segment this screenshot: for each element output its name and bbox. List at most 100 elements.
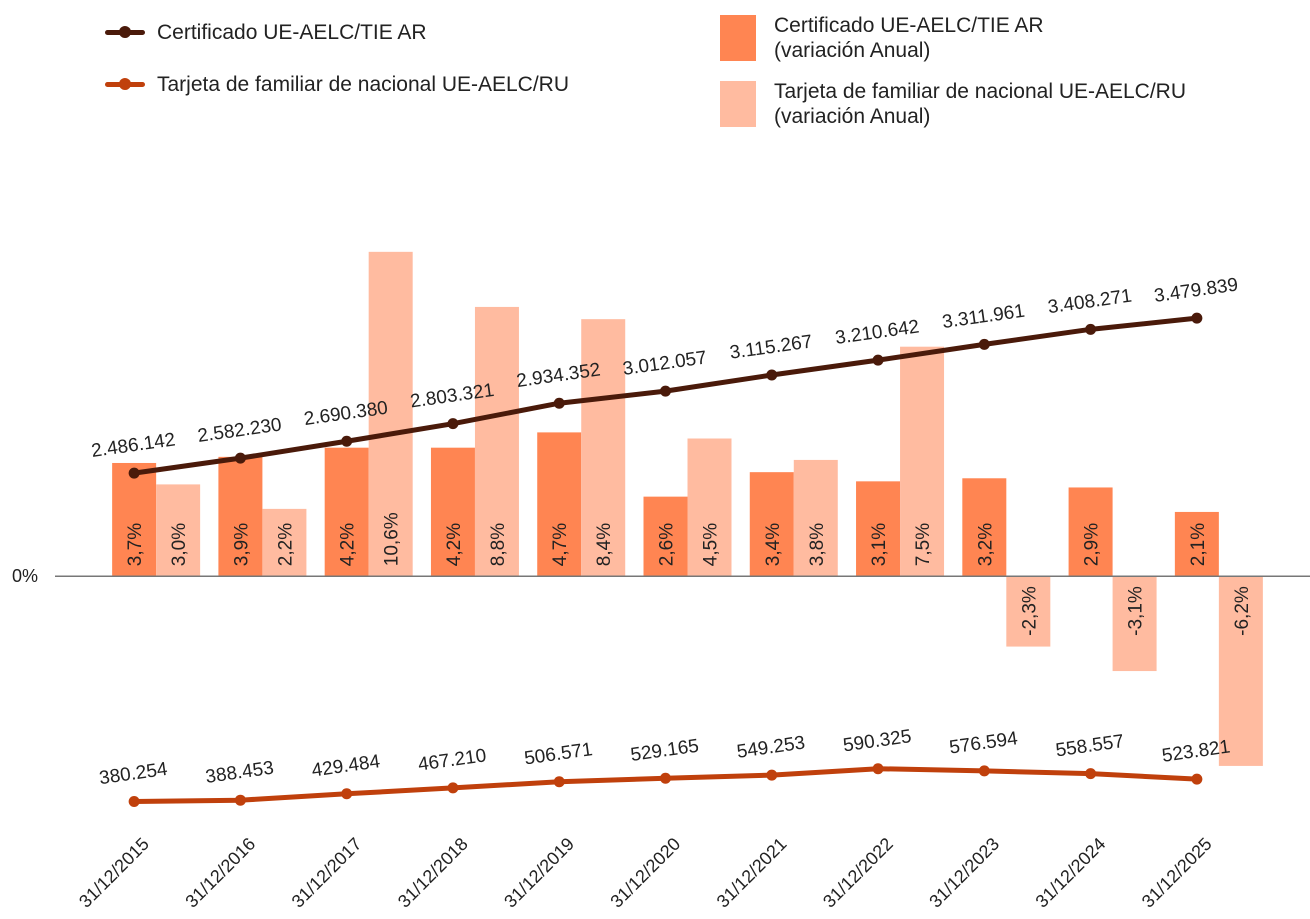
line-point bbox=[447, 418, 459, 430]
bar bbox=[1112, 576, 1157, 672]
bar-value-label: 2,2% bbox=[275, 523, 296, 566]
line-value-label: 3.479.839 bbox=[1153, 274, 1240, 307]
line-value-label: 590.325 bbox=[842, 726, 913, 756]
bar-value-label: -3,1% bbox=[1126, 586, 1147, 636]
line-value-label: 529.165 bbox=[629, 736, 700, 766]
line-point bbox=[766, 769, 778, 781]
bar bbox=[474, 306, 519, 577]
bar-value-label: 4,2% bbox=[444, 523, 465, 566]
line-point bbox=[128, 795, 140, 807]
bar bbox=[1218, 576, 1263, 766]
legend-item: Certificado UE-AELC/TIE AR (variación An… bbox=[720, 13, 1044, 63]
bar-value-label: 8,4% bbox=[594, 523, 615, 566]
line-point bbox=[1085, 768, 1097, 780]
x-tick-label: 31/12/2021 bbox=[713, 834, 791, 912]
legend-label: Certificado UE-AELC/TIE AR (variación An… bbox=[774, 14, 1044, 62]
bar-value-label: 7,5% bbox=[913, 523, 934, 566]
line-value-label: 2.486.142 bbox=[90, 429, 177, 462]
bar-value-label: 3,9% bbox=[231, 523, 252, 566]
line-point bbox=[872, 354, 884, 366]
bar bbox=[156, 484, 201, 577]
bar-value-label: 3,8% bbox=[807, 523, 828, 566]
bar-value-label: 3,2% bbox=[975, 523, 996, 566]
x-tick-label: 31/12/2023 bbox=[925, 834, 1003, 912]
line-point bbox=[660, 385, 671, 397]
x-tick-label: 31/12/2018 bbox=[394, 834, 472, 912]
legend-item: Certificado UE-AELC/TIE AR bbox=[105, 20, 427, 45]
x-tick-label: 31/12/2024 bbox=[1032, 834, 1110, 912]
bar-value-label: 3,7% bbox=[125, 523, 146, 566]
line-point bbox=[234, 452, 246, 464]
line-value-label: 3.210.642 bbox=[834, 316, 921, 349]
legend-swatch bbox=[105, 20, 145, 45]
legend-label: Certificado UE-AELC/TIE AR bbox=[157, 21, 427, 44]
line-value-label: 3.311.961 bbox=[941, 301, 1026, 333]
x-tick-label: 31/12/2025 bbox=[1138, 834, 1216, 912]
line-value-label: 429.484 bbox=[310, 751, 381, 781]
bar bbox=[793, 459, 838, 577]
bar bbox=[537, 432, 582, 577]
line-point bbox=[1085, 323, 1097, 335]
line-point bbox=[978, 765, 990, 777]
line-value-label: 380.254 bbox=[98, 759, 169, 789]
line-value-label: 3.012.057 bbox=[621, 347, 708, 380]
line-point bbox=[447, 782, 459, 794]
line-value-label: 2.582.230 bbox=[196, 414, 283, 447]
bar bbox=[581, 319, 626, 577]
line-value-label: 467.210 bbox=[417, 745, 488, 775]
line-value-label: 558.557 bbox=[1054, 731, 1125, 761]
bar-value-label: 3,1% bbox=[869, 523, 890, 566]
bar-value-label: 2,6% bbox=[657, 523, 678, 566]
line-value-label: 388.453 bbox=[204, 758, 275, 788]
y-tick-label: 0% bbox=[12, 566, 38, 586]
line-point bbox=[1191, 312, 1203, 324]
line-value-label: 506.571 bbox=[523, 739, 594, 769]
line-point bbox=[341, 788, 353, 800]
x-tick-label: 31/12/2015 bbox=[75, 834, 153, 912]
x-tick-label: 31/12/2022 bbox=[819, 834, 897, 912]
legend-label: Tarjeta de familiar de nacional UE-AELC/… bbox=[157, 73, 570, 96]
legend-label: Tarjeta de familiar de nacional UE-AELC/… bbox=[774, 80, 1187, 128]
bar bbox=[900, 346, 945, 577]
bar bbox=[749, 472, 794, 577]
line-value-label: 576.594 bbox=[948, 728, 1019, 758]
bar-value-label: 4,7% bbox=[550, 523, 571, 566]
bar-value-label: 2,1% bbox=[1188, 523, 1209, 566]
bar bbox=[687, 438, 732, 577]
bar bbox=[856, 481, 901, 577]
legend-swatch bbox=[720, 15, 756, 61]
bar-value-label: -2,3% bbox=[1019, 586, 1040, 636]
bar bbox=[1006, 576, 1051, 647]
x-tick-label: 31/12/2019 bbox=[500, 834, 578, 912]
line-point bbox=[1191, 773, 1203, 785]
bar-value-label: 3,4% bbox=[763, 523, 784, 566]
x-tick-label: 31/12/2016 bbox=[181, 834, 259, 912]
legend-swatch bbox=[105, 72, 145, 97]
legend-item: Tarjeta de familiar de nacional UE-AELC/… bbox=[720, 79, 1186, 129]
bar bbox=[1068, 487, 1113, 577]
bar bbox=[324, 447, 369, 577]
line-point bbox=[341, 435, 353, 447]
line-value-label: 3.408.271 bbox=[1047, 286, 1134, 319]
line-point bbox=[872, 763, 884, 775]
bar bbox=[1174, 511, 1219, 577]
bar bbox=[368, 251, 413, 577]
line-point bbox=[766, 369, 778, 381]
bar-value-label: 10,6% bbox=[382, 512, 403, 566]
bar bbox=[218, 456, 263, 577]
bar bbox=[430, 447, 475, 577]
line-point bbox=[660, 772, 671, 784]
x-tick-label: 31/12/2020 bbox=[606, 834, 684, 912]
line-point bbox=[234, 794, 246, 806]
bar bbox=[112, 462, 157, 577]
bar-value-label: 3,0% bbox=[169, 523, 190, 566]
bar-value-label: -6,2% bbox=[1232, 586, 1253, 636]
legend-swatch bbox=[720, 81, 756, 127]
bar bbox=[962, 478, 1007, 577]
x-tick-label: 31/12/2017 bbox=[288, 834, 366, 912]
line-point bbox=[553, 776, 565, 788]
line-value-label: 3.115.267 bbox=[728, 331, 813, 363]
bar-value-label: 4,5% bbox=[701, 523, 722, 566]
